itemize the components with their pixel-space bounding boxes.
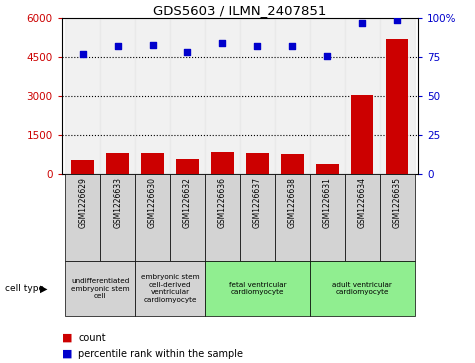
Bar xyxy=(65,261,135,316)
Bar xyxy=(170,174,205,261)
Bar xyxy=(345,18,380,174)
Text: GSM1226631: GSM1226631 xyxy=(323,177,332,228)
Point xyxy=(114,43,122,49)
Text: GSM1226632: GSM1226632 xyxy=(183,177,192,228)
Bar xyxy=(240,174,275,261)
Text: ■: ■ xyxy=(62,349,72,359)
Bar xyxy=(135,174,170,261)
Bar xyxy=(246,153,269,174)
Bar xyxy=(170,18,205,174)
Text: GSM1226635: GSM1226635 xyxy=(392,177,401,228)
Point xyxy=(254,43,261,49)
Bar xyxy=(275,18,310,174)
Bar xyxy=(65,174,100,261)
Point xyxy=(393,17,401,23)
Title: GDS5603 / ILMN_2407851: GDS5603 / ILMN_2407851 xyxy=(153,4,327,17)
Text: GSM1226634: GSM1226634 xyxy=(358,177,367,228)
Bar xyxy=(240,18,275,174)
Bar xyxy=(380,174,415,261)
Bar xyxy=(135,261,205,316)
Text: GSM1226630: GSM1226630 xyxy=(148,177,157,228)
Bar xyxy=(211,152,234,174)
Point xyxy=(184,50,191,56)
Bar xyxy=(310,174,345,261)
Bar xyxy=(135,18,170,174)
Text: percentile rank within the sample: percentile rank within the sample xyxy=(78,349,243,359)
Text: count: count xyxy=(78,333,106,343)
Point xyxy=(218,40,226,46)
Text: undifferentiated
embryonic stem
cell: undifferentiated embryonic stem cell xyxy=(71,278,130,299)
Text: GSM1226637: GSM1226637 xyxy=(253,177,262,228)
Bar xyxy=(176,159,199,174)
Bar xyxy=(71,160,94,174)
Bar xyxy=(100,18,135,174)
Bar xyxy=(205,261,310,316)
Bar xyxy=(65,18,100,174)
Point xyxy=(288,43,296,49)
Point xyxy=(323,53,331,58)
Bar xyxy=(310,261,415,316)
Text: cell type: cell type xyxy=(5,284,44,293)
Bar xyxy=(205,18,240,174)
Text: ■: ■ xyxy=(62,333,72,343)
Text: GSM1226633: GSM1226633 xyxy=(113,177,122,228)
Bar xyxy=(310,18,345,174)
Text: GSM1226638: GSM1226638 xyxy=(288,177,297,228)
Point xyxy=(79,51,86,57)
Bar xyxy=(386,39,408,174)
Bar xyxy=(106,154,129,174)
Bar xyxy=(345,174,380,261)
Bar xyxy=(205,174,240,261)
Text: fetal ventricular
cardiomyocyte: fetal ventricular cardiomyocyte xyxy=(228,282,286,295)
Text: adult ventricular
cardiomyocyte: adult ventricular cardiomyocyte xyxy=(332,282,392,295)
Bar xyxy=(380,18,415,174)
Text: GSM1226636: GSM1226636 xyxy=(218,177,227,228)
Bar xyxy=(100,174,135,261)
Point xyxy=(149,42,156,48)
Text: ▶: ▶ xyxy=(40,284,48,294)
Bar xyxy=(281,154,304,174)
Bar xyxy=(141,153,164,174)
Text: GSM1226629: GSM1226629 xyxy=(78,177,87,228)
Text: embryonic stem
cell-derived
ventricular
cardiomyocyte: embryonic stem cell-derived ventricular … xyxy=(141,274,200,303)
Bar xyxy=(275,174,310,261)
Bar xyxy=(316,164,339,174)
Point xyxy=(358,20,366,26)
Bar xyxy=(351,95,373,174)
